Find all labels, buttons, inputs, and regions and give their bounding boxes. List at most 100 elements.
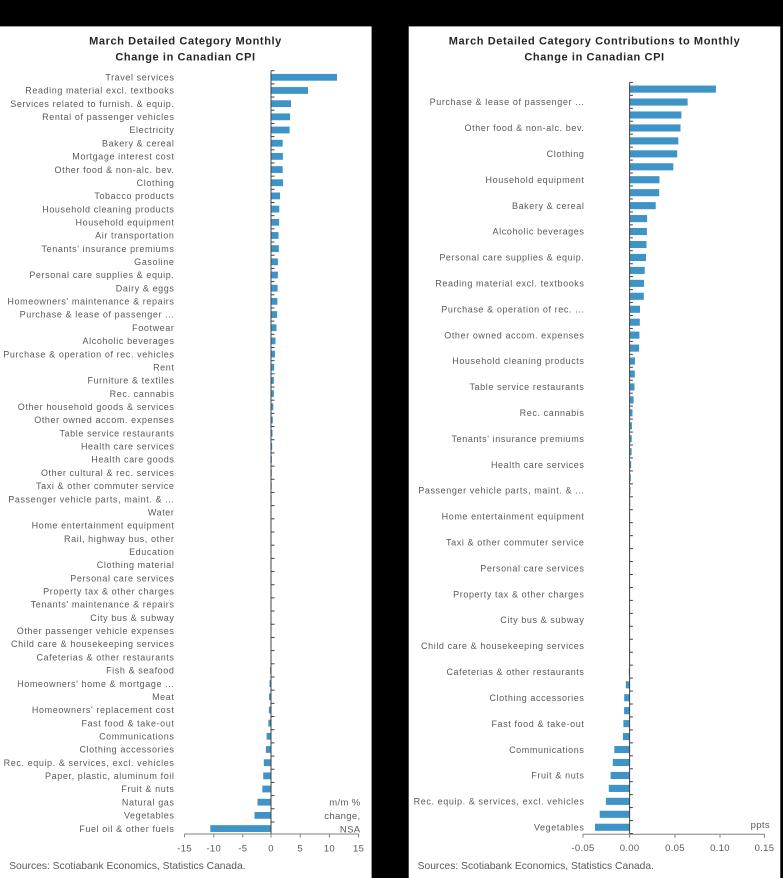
svg-text:0: 0 [268, 844, 274, 855]
svg-text:Sources: Scotiabank Economics,: Sources: Scotiabank Economics, Statistic… [418, 861, 654, 872]
svg-text:Change in Canadian CPI: Change in Canadian CPI [524, 52, 664, 64]
svg-text:Personal care supplies & equip: Personal care supplies & equip. [439, 253, 584, 263]
svg-text:Passenger vehicle parts, maint: Passenger vehicle parts, maint. & ... [8, 494, 174, 504]
svg-text:Fast food & take-out: Fast food & take-out [491, 719, 584, 729]
svg-text:change,: change, [324, 811, 360, 822]
svg-text:Other household goods & servic: Other household goods & services [18, 402, 175, 412]
svg-text:m/m %: m/m % [329, 798, 361, 809]
svg-text:Purchase & operation of rec. .: Purchase & operation of rec. ... [441, 304, 584, 314]
svg-text:Property tax & other charges: Property tax & other charges [43, 587, 174, 597]
svg-text:Travel services: Travel services [105, 73, 174, 83]
svg-text:Clothing accessories: Clothing accessories [79, 745, 174, 755]
svg-text:Bakery & cereal: Bakery & cereal [512, 201, 585, 211]
svg-text:March Detailed Category Contri: March Detailed Category Contributions to… [449, 36, 741, 48]
svg-text:Homeowners' replacement cost: Homeowners' replacement cost [32, 705, 175, 715]
svg-text:Fuel oil & other fuels: Fuel oil & other fuels [79, 824, 174, 834]
svg-text:Communications: Communications [99, 732, 174, 742]
svg-text:Rail, highway bus, other: Rail, highway bus, other [64, 534, 174, 544]
svg-text:5: 5 [297, 844, 303, 855]
svg-text:Fish & seafood: Fish & seafood [106, 666, 174, 676]
svg-text:10: 10 [324, 844, 335, 855]
svg-text:Clothing accessories: Clothing accessories [489, 693, 584, 703]
svg-text:Tenants' maintenance & repairs: Tenants' maintenance & repairs [31, 600, 175, 610]
svg-text:Household cleaning products: Household cleaning products [452, 356, 584, 366]
svg-text:Alcoholic beverages: Alcoholic beverages [493, 227, 585, 237]
svg-text:Water: Water [148, 507, 175, 517]
svg-text:Other food & non-alc. bev.: Other food & non-alc. bev. [55, 165, 175, 175]
svg-text:Other owned accom. expenses: Other owned accom. expenses [34, 415, 174, 425]
svg-text:Clothing: Clothing [547, 149, 585, 159]
svg-text:Rec. cannabis: Rec. cannabis [110, 389, 175, 399]
svg-text:0.15: 0.15 [755, 843, 775, 854]
svg-text:Paper, plastic, aluminum foil: Paper, plastic, aluminum foil [45, 771, 174, 781]
svg-text:Rec. equip. & services, excl.: Rec. equip. & services, excl. vehicles [4, 758, 175, 768]
svg-text:Taxi & other commuter service: Taxi & other commuter service [446, 538, 584, 548]
svg-text:Fruit & nuts: Fruit & nuts [121, 784, 174, 794]
svg-text:Household equipment: Household equipment [76, 218, 175, 228]
svg-text:Change in Canadian CPI: Change in Canadian CPI [115, 52, 255, 64]
svg-text:Vegetables: Vegetables [534, 823, 585, 833]
svg-text:Reading material excl. textboo: Reading material excl. textbooks [25, 86, 174, 96]
svg-text:Cafeterias & other restaurants: Cafeterias & other restaurants [446, 667, 584, 677]
svg-text:-15: -15 [177, 844, 192, 855]
svg-text:Footwear: Footwear [132, 323, 174, 333]
svg-text:Rent: Rent [153, 363, 174, 373]
svg-text:Home entertainment equipment: Home entertainment equipment [32, 521, 175, 531]
svg-text:Homeowners' maintenance & repa: Homeowners' maintenance & repairs [7, 297, 174, 307]
svg-text:Health care goods: Health care goods [91, 455, 174, 465]
svg-text:March Detailed Category Monthl: March Detailed Category Monthly [89, 36, 282, 48]
svg-text:Furniture & textiles: Furniture & textiles [87, 376, 174, 386]
svg-text:Purchase & operation of rec. v: Purchase & operation of rec. vehicles [3, 349, 174, 359]
svg-text:Other owned accom. expenses: Other owned accom. expenses [444, 330, 584, 340]
svg-text:Homeowners' home & mortgage ..: Homeowners' home & mortgage ... [17, 679, 174, 689]
svg-text:Child care & housekeeping serv: Child care & housekeeping services [11, 639, 174, 649]
svg-text:Other cultural & rec. services: Other cultural & rec. services [41, 468, 175, 478]
svg-text:Passenger vehicle parts, maint: Passenger vehicle parts, maint. & ... [418, 486, 584, 496]
svg-text:Education: Education [129, 547, 174, 557]
svg-text:Personal care services: Personal care services [480, 564, 584, 574]
svg-text:-0.05: -0.05 [571, 843, 594, 854]
svg-text:0.10: 0.10 [710, 843, 730, 854]
svg-text:Other passenger vehicle expens: Other passenger vehicle expenses [17, 626, 175, 636]
svg-text:Home entertainment equipment: Home entertainment equipment [442, 512, 585, 522]
svg-text:Tenants' insurance premiums: Tenants' insurance premiums [42, 244, 175, 254]
svg-text:Personal care services: Personal care services [70, 573, 174, 583]
svg-text:Child care & housekeeping serv: Child care & housekeeping services [421, 641, 584, 651]
svg-text:Sources: Scotiabank Economics,: Sources: Scotiabank Economics, Statistic… [9, 861, 245, 872]
svg-text:Reading material excl. textboo: Reading material excl. textbooks [435, 279, 584, 289]
svg-text:Rec. equip. & services, excl.: Rec. equip. & services, excl. vehicles [414, 797, 585, 807]
svg-text:-10: -10 [206, 844, 221, 855]
svg-text:Alcoholic beverages: Alcoholic beverages [83, 336, 175, 346]
svg-text:Rental of passenger vehicles: Rental of passenger vehicles [42, 112, 174, 122]
svg-text:Purchase & lease of passenger: Purchase & lease of passenger ... [20, 310, 175, 320]
svg-text:City bus & subway: City bus & subway [90, 613, 174, 623]
svg-text:Services related to furnish. &: Services related to furnish. & equip. [10, 99, 174, 109]
svg-text:Air transportation: Air transportation [95, 231, 174, 241]
svg-text:Bakery & cereal: Bakery & cereal [102, 138, 175, 148]
svg-text:Clothing: Clothing [137, 178, 175, 188]
svg-text:City bus & subway: City bus & subway [500, 615, 584, 625]
svg-text:Household cleaning products: Household cleaning products [42, 204, 174, 214]
svg-text:Communications: Communications [509, 745, 584, 755]
svg-text:Fast food & take-out: Fast food & take-out [81, 718, 174, 728]
svg-text:Personal care supplies & equip: Personal care supplies & equip. [29, 270, 174, 280]
svg-text:Tenants' insurance premiums: Tenants' insurance premiums [452, 434, 585, 444]
svg-text:Meat: Meat [152, 692, 174, 702]
svg-text:Fruit & nuts: Fruit & nuts [531, 771, 584, 781]
svg-text:Natural gas: Natural gas [122, 797, 175, 807]
svg-text:Gasoline: Gasoline [134, 257, 174, 267]
svg-text:Purchase & lease of passenger: Purchase & lease of passenger ... [430, 97, 585, 107]
svg-text:Taxi & other commuter service: Taxi & other commuter service [36, 481, 174, 491]
svg-text:-5: -5 [238, 844, 247, 855]
svg-text:Table service restaurants: Table service restaurants [59, 428, 174, 438]
svg-text:Electricity: Electricity [129, 125, 174, 135]
svg-text:0.05: 0.05 [665, 843, 685, 854]
svg-text:Clothing material: Clothing material [97, 560, 175, 570]
svg-text:Health care services: Health care services [491, 460, 585, 470]
svg-text:NSA: NSA [340, 825, 361, 836]
svg-text:Property tax & other charges: Property tax & other charges [453, 589, 584, 599]
svg-text:Dairy & eggs: Dairy & eggs [116, 283, 175, 293]
svg-text:Tobacco products: Tobacco products [94, 191, 174, 201]
svg-text:ppts: ppts [751, 820, 770, 831]
svg-text:Cafeterias & other restaurants: Cafeterias & other restaurants [36, 652, 174, 662]
